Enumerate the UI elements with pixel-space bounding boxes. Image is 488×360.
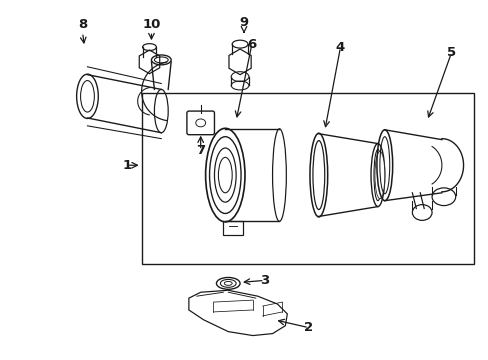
Text: 9: 9 — [239, 16, 248, 29]
Text: 8: 8 — [78, 18, 87, 31]
Ellipse shape — [374, 152, 384, 199]
Text: 4: 4 — [335, 41, 345, 54]
Text: 5: 5 — [446, 45, 455, 59]
Text: 10: 10 — [142, 18, 161, 31]
Text: 1: 1 — [122, 159, 131, 172]
Text: 6: 6 — [247, 38, 256, 51]
Ellipse shape — [224, 282, 232, 285]
Text: 7: 7 — [196, 144, 205, 157]
Text: 3: 3 — [260, 274, 269, 287]
Text: 2: 2 — [304, 321, 313, 334]
